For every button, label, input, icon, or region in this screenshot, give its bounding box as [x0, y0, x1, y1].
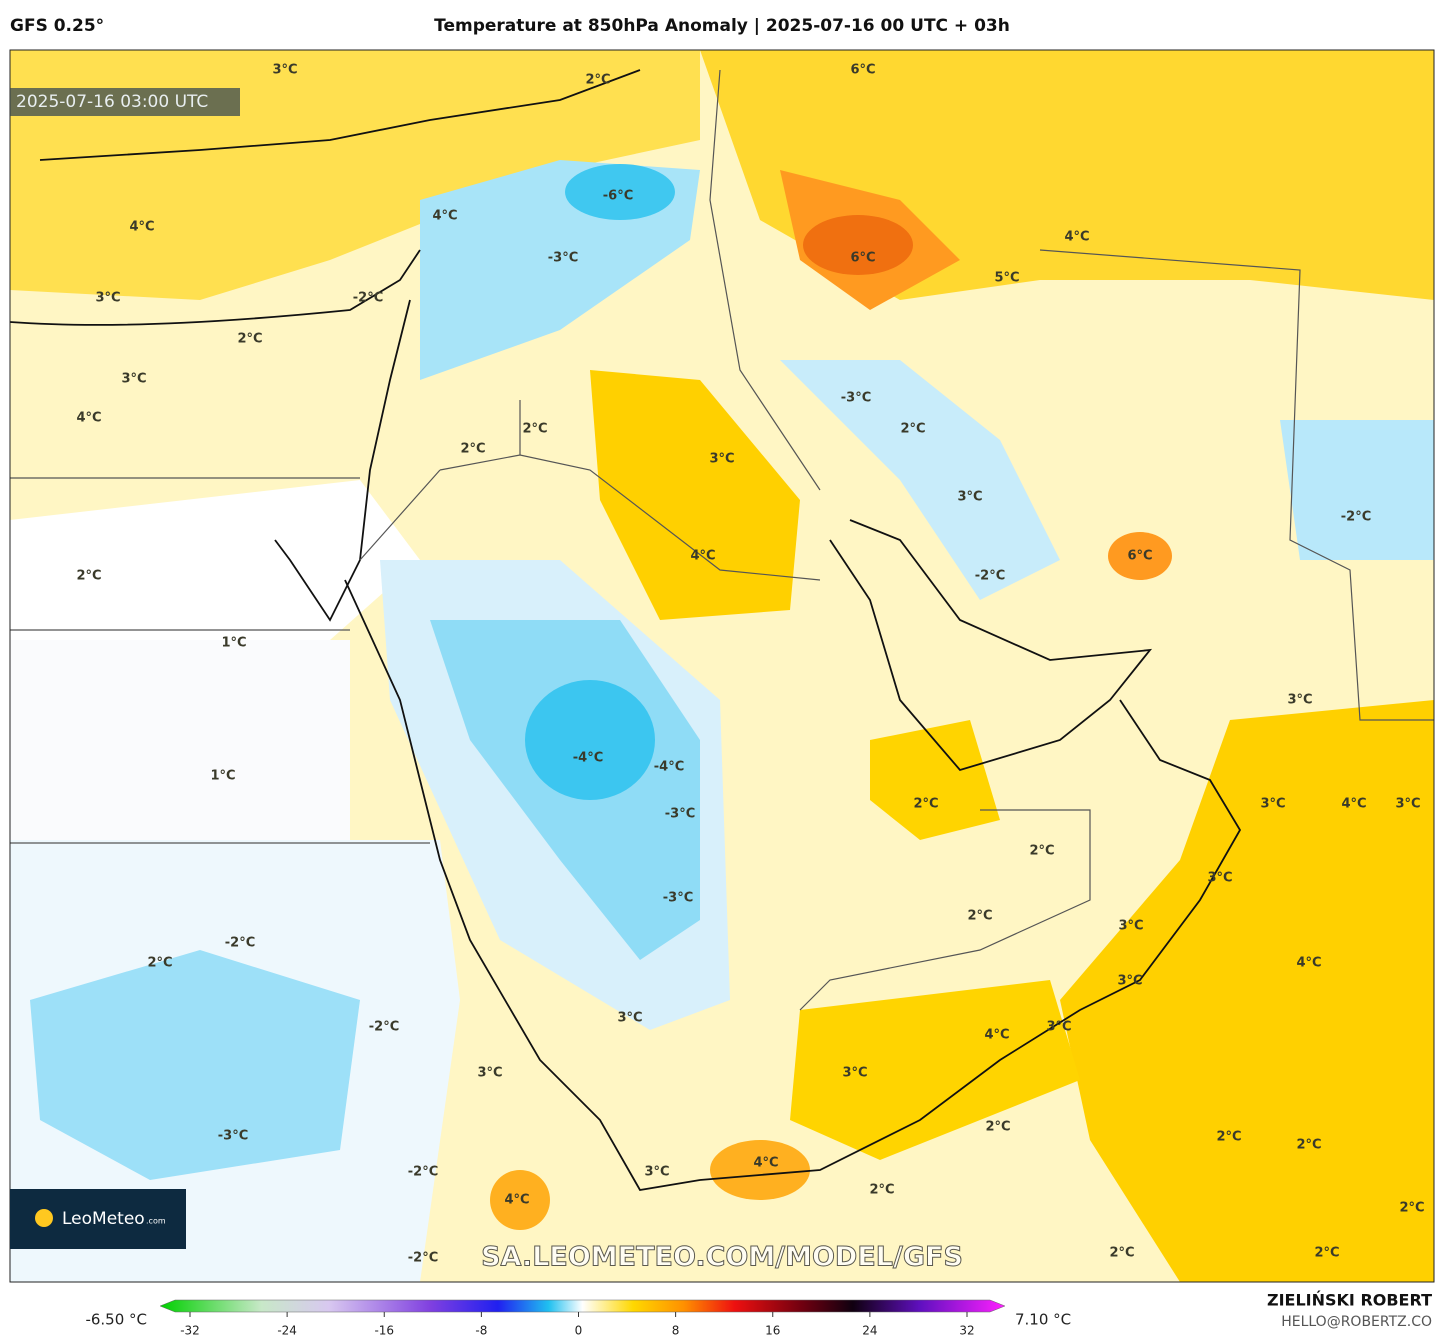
model-name: GFS 0.25° [10, 16, 104, 36]
contour-label: -3°C [841, 391, 871, 406]
contour-label: 2°C [1296, 1138, 1321, 1153]
author: ZIELIŃSKI ROBERT [1267, 1291, 1432, 1310]
contour-label: -4°C [654, 760, 684, 775]
contour-label: 2°C [147, 956, 172, 971]
contour-label: 3°C [272, 63, 297, 78]
contour-label: -2°C [408, 1251, 438, 1266]
contour-label: 6°C [850, 63, 875, 78]
contour-label: 3°C [1207, 871, 1232, 886]
colorbar-min: -6.50 °C [85, 1311, 147, 1329]
colorbar-tick-label: 16 [765, 1324, 780, 1338]
contour-label: -3°C [665, 807, 695, 822]
contour-label: 4°C [129, 220, 154, 235]
contour-label: 1°C [221, 636, 246, 651]
contour-label: 2°C [1399, 1201, 1424, 1216]
contour-label: 4°C [504, 1193, 529, 1208]
logo-name: LeoMeteo [62, 1209, 145, 1229]
colorbar-tick-label: 8 [672, 1324, 680, 1338]
contour-label: 4°C [690, 549, 715, 564]
contour-label: 2°C [967, 909, 992, 924]
colorbar-tick-label: 32 [959, 1324, 974, 1338]
contour-label: -2°C [225, 936, 255, 951]
contour-label: 3°C [95, 291, 120, 306]
contour-label: -3°C [663, 891, 693, 906]
colorbar-tick-label: -16 [374, 1324, 394, 1338]
contour-label: 4°C [76, 411, 101, 426]
contour-label: -2°C [975, 569, 1005, 584]
map-frame [9, 49, 1435, 1283]
contour-label: 4°C [1064, 230, 1089, 245]
contour-label: -3°C [548, 251, 578, 266]
contour-label: -2°C [1341, 510, 1371, 525]
contour-label: 2°C [900, 422, 925, 437]
contour-label: 3°C [709, 452, 734, 467]
contour-label: -3°C [218, 1129, 248, 1144]
contour-label: 2°C [1109, 1246, 1134, 1261]
contour-label: 6°C [1127, 549, 1152, 564]
colorbar-tick-label: 0 [575, 1324, 583, 1338]
contour-label: 3°C [644, 1165, 669, 1180]
contact: HELLO@ROBERTZ.CO [1281, 1314, 1432, 1330]
contour-label: 3°C [1046, 1020, 1071, 1035]
chart-title: Temperature at 850hPa Anomaly | 2025-07-… [434, 16, 1010, 36]
contour-label: -6°C [603, 189, 633, 204]
contour-label: -2°C [408, 1165, 438, 1180]
contour-label: 2°C [460, 442, 485, 457]
colorbar-tick-label: 24 [862, 1324, 877, 1338]
colorbar: -32 -24 -16 -8 0 8 16 24 32 -6.50 °C 7.10 °C [85, 1299, 1071, 1338]
contour-label: 3°C [842, 1066, 867, 1081]
contour-label: 4°C [432, 209, 457, 224]
contour-label: 4°C [753, 1156, 778, 1171]
contour-label: 2°C [1314, 1246, 1339, 1261]
contour-label: 2°C [869, 1183, 894, 1198]
colorbar-max: 7.10 °C [1015, 1311, 1071, 1329]
contour-label: 4°C [1296, 956, 1321, 971]
contour-label: -2°C [369, 1020, 399, 1035]
contour-label: 4°C [1341, 797, 1366, 812]
contour-label: 2°C [522, 422, 547, 437]
contour-label: 2°C [1216, 1130, 1241, 1145]
contour-label: 3°C [1117, 974, 1142, 989]
contour-label: 3°C [1395, 797, 1420, 812]
anomaly-fill [10, 50, 1434, 1282]
colorbar-ticks: -32 -24 -16 -8 0 8 16 24 32 [180, 1312, 975, 1338]
contour-label: 2°C [76, 569, 101, 584]
contour-label: 3°C [617, 1011, 642, 1026]
watermark: SA.LEOMETEO.COM/MODEL/GFS [481, 1242, 963, 1273]
contour-label: 2°C [985, 1120, 1010, 1135]
colorbar-tick-label: -8 [475, 1324, 487, 1338]
contour-label: 3°C [1287, 693, 1312, 708]
timestamp: 2025-07-16 03:00 UTC [16, 92, 208, 112]
contour-label: 3°C [1118, 919, 1143, 934]
contour-label: 1°C [210, 769, 235, 784]
contour-label: 5°C [994, 271, 1019, 286]
contour-labels: 3°C 2°C 6°C 4°C -6°C 4°C -3°C 6°C 4°C 5°C 3°C -2°C 2… [76, 63, 1424, 1266]
contour-label: -4°C [573, 751, 603, 766]
timestamp-box [10, 88, 240, 116]
borders [10, 69, 1434, 1011]
colorbar-ramp [159, 1299, 1006, 1313]
contour-label: 3°C [121, 372, 146, 387]
contour-label: 2°C [585, 73, 610, 88]
logo-sun [35, 1209, 53, 1227]
contour-label: 3°C [957, 490, 982, 505]
contour-label: 6°C [850, 251, 875, 266]
map [10, 50, 1434, 1282]
colorbar-tick-label: -24 [277, 1324, 297, 1338]
contour-label: 3°C [477, 1066, 502, 1081]
contour-label: 4°C [984, 1028, 1009, 1043]
contour-label: 2°C [1029, 844, 1054, 859]
contour-label: 3°C [1260, 797, 1285, 812]
contour-label: -2°C [353, 291, 383, 306]
colorbar-tick-label: -32 [180, 1324, 200, 1338]
logo-suffix: .com [146, 1217, 166, 1226]
contour-label: 2°C [237, 332, 262, 347]
contour-label: 2°C [913, 797, 938, 812]
